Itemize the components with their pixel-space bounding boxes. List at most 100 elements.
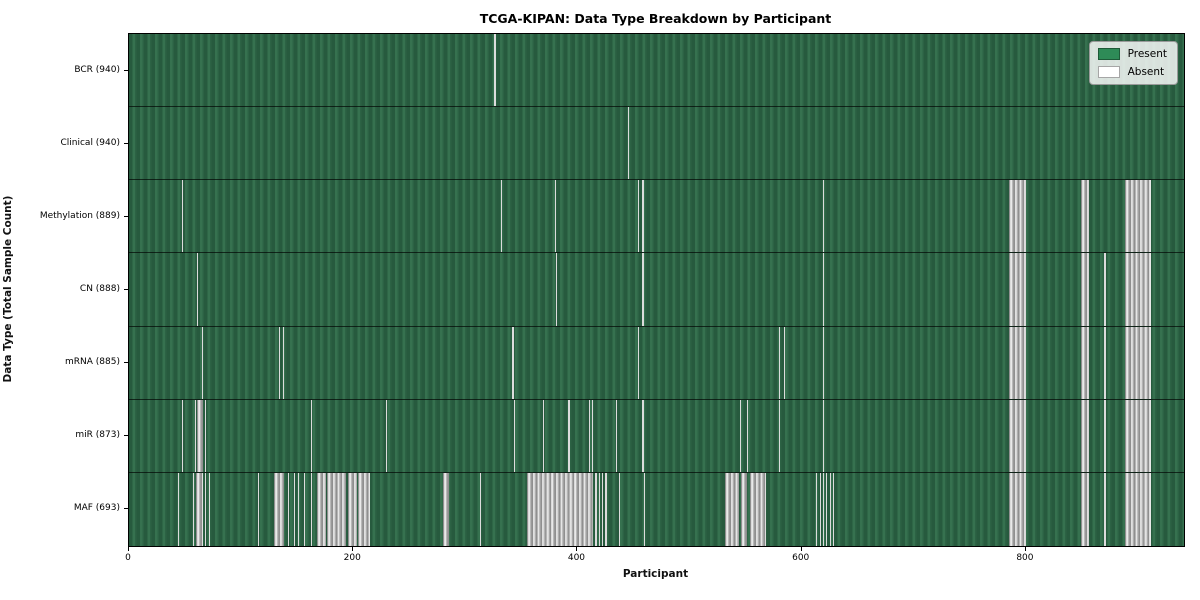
absent-stripe	[615, 399, 617, 472]
absent-stripe	[588, 399, 590, 472]
absent-stripe	[257, 472, 260, 546]
absent-stripe	[442, 472, 449, 546]
ytick-label-mir: miR (873)	[75, 430, 120, 441]
absent-stripe	[192, 472, 194, 546]
absent-stripe	[822, 326, 825, 399]
absent-stripe	[642, 180, 644, 253]
ytick-mark	[124, 69, 129, 71]
absent-stripe	[829, 472, 831, 546]
absent-stripe	[618, 472, 621, 546]
absent-stripe	[197, 399, 203, 472]
absent-stripe	[1009, 326, 1026, 399]
absent-stripe	[310, 399, 312, 472]
absent-stripe	[501, 180, 503, 253]
xtick-mark	[576, 546, 578, 551]
absent-stripe	[643, 472, 645, 546]
legend-label-present: Present	[1127, 48, 1167, 60]
ytick-mark	[124, 142, 129, 144]
absent-stripe	[1124, 180, 1152, 253]
absent-stripe	[822, 180, 825, 253]
absent-stripe	[494, 34, 496, 107]
absent-stripe	[513, 399, 515, 472]
absent-stripe	[197, 253, 199, 326]
heatmap-row-bcr	[129, 34, 1184, 108]
absent-stripe	[595, 472, 597, 546]
absent-stripe	[833, 472, 835, 546]
absent-stripe	[347, 472, 357, 546]
plot-area: Present Absent	[128, 33, 1185, 547]
ytick-label-maf: MAF (693)	[73, 503, 120, 514]
chart-title: TCGA-KIPAN: Data Type Breakdown by Parti…	[479, 11, 832, 26]
ytick-mark	[124, 362, 129, 364]
absent-stripe	[279, 326, 281, 399]
absent-stripe	[205, 472, 207, 546]
xtick-mark	[800, 546, 802, 551]
xtick-mark	[128, 546, 129, 551]
absent-stripe	[1009, 180, 1026, 253]
legend-item-absent: Absent	[1097, 66, 1167, 78]
ytick-label-clinical: Clinical (940)	[60, 137, 120, 148]
ytick-label-methylation: Methylation (889)	[39, 210, 120, 221]
absent-stripe	[181, 399, 183, 472]
legend-swatch-present-icon	[1097, 48, 1120, 60]
absent-stripe	[201, 326, 203, 399]
heatmap-row-mir	[129, 399, 1184, 473]
absent-stripe	[822, 253, 825, 326]
absent-stripe	[1104, 472, 1106, 546]
absent-stripe	[816, 472, 818, 546]
absent-stripe	[181, 180, 183, 253]
absent-stripe	[779, 399, 781, 472]
absent-stripe	[741, 472, 747, 546]
legend-item-present: Present	[1097, 48, 1167, 60]
absent-stripe	[208, 472, 210, 546]
absent-stripe	[725, 472, 739, 546]
ytick-mark	[124, 435, 129, 437]
absent-stripe	[288, 472, 290, 546]
absent-stripe	[542, 399, 544, 472]
absent-stripe	[178, 472, 180, 546]
absent-stripe	[746, 399, 748, 472]
xtick-label-200: 200	[343, 553, 361, 563]
absent-stripe	[310, 472, 312, 546]
absent-stripe	[783, 326, 785, 399]
absent-stripe	[1124, 326, 1152, 399]
absent-stripe	[1104, 326, 1106, 399]
ytick-label-bcr: BCR (940)	[74, 64, 120, 75]
absent-stripe	[605, 472, 607, 546]
absent-stripe	[642, 399, 644, 472]
x-axis-label: Participant	[622, 568, 689, 580]
absent-stripe	[779, 326, 781, 399]
absent-stripe	[273, 472, 284, 546]
absent-stripe	[822, 472, 825, 546]
absent-stripe	[627, 107, 630, 180]
absent-stripe	[1124, 253, 1152, 326]
ytick-label-mrna: mRNA (885)	[65, 357, 120, 368]
xtick-label-400: 400	[567, 553, 586, 563]
absent-stripe	[357, 472, 371, 546]
absent-stripe	[819, 472, 821, 546]
absent-stripe	[195, 399, 197, 472]
absent-stripe	[512, 326, 514, 399]
absent-stripe	[598, 472, 600, 546]
xtick-label-0: 0	[125, 553, 131, 563]
absent-stripe	[638, 180, 640, 253]
heatmap-row-clinical	[129, 107, 1184, 181]
absent-stripe	[638, 326, 640, 399]
absent-stripe	[556, 253, 558, 326]
absent-stripe	[327, 472, 347, 546]
ytick-mark	[124, 289, 129, 290]
xtick-label-600: 600	[792, 553, 810, 563]
y-axis-label: Data Type (Total Sample Count)	[2, 195, 14, 383]
absent-stripe	[303, 472, 305, 546]
absent-stripe	[1080, 180, 1089, 253]
absent-stripe	[196, 472, 203, 546]
absent-stripe	[1009, 399, 1026, 472]
xtick-mark	[352, 546, 354, 551]
heatmap-row-mrna	[129, 326, 1184, 400]
absent-stripe	[826, 472, 828, 546]
heatmap-row-maf	[129, 472, 1184, 546]
ytick-mark	[124, 215, 129, 217]
absent-stripe	[1080, 399, 1089, 472]
absent-stripe	[1009, 253, 1026, 326]
